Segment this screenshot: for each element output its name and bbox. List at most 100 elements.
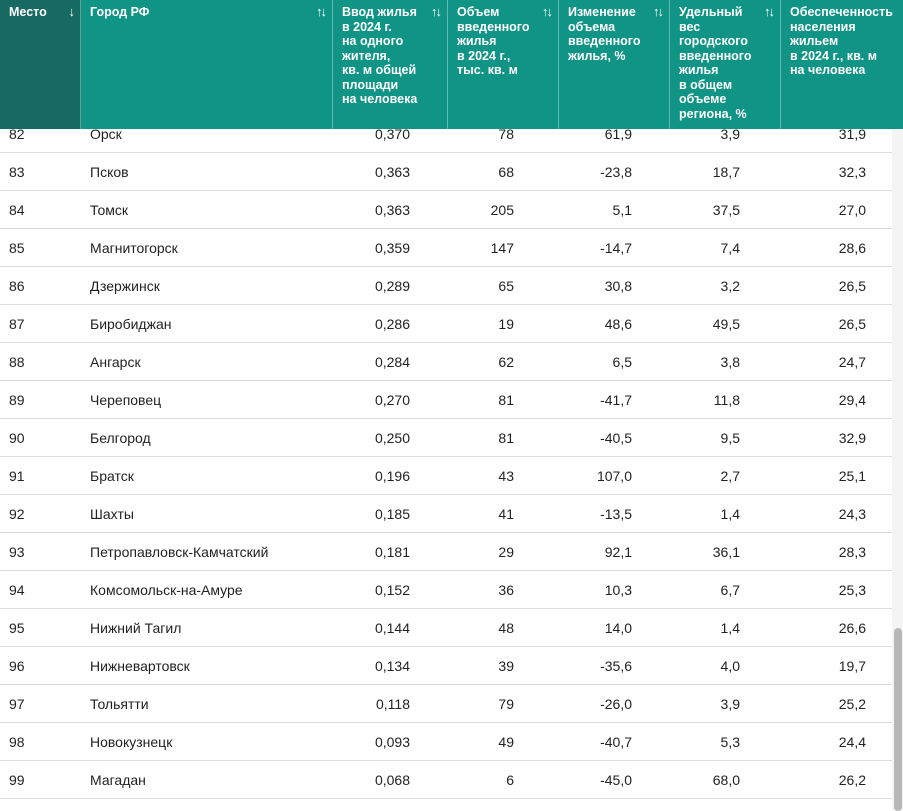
cell-rank: 91 bbox=[9, 468, 25, 484]
table-row: 88 Ангарск 0,284 62 6,5 3,8 24,7 bbox=[0, 343, 892, 381]
cell-supply: 29,4 bbox=[838, 392, 866, 408]
cell-supply: 24,4 bbox=[838, 734, 866, 750]
cell-volume: 19 bbox=[498, 316, 514, 332]
cell-city: Магадан bbox=[90, 772, 146, 788]
cell-supply: 26,6 bbox=[838, 620, 866, 636]
sort-icon[interactable]: ↑↓ bbox=[431, 4, 442, 19]
cell-rank: 89 bbox=[9, 392, 25, 408]
cell-city: Белгород bbox=[90, 430, 151, 446]
table-row: 98 Новокузнецк 0,093 49 -40,7 5,3 24,4 bbox=[0, 723, 892, 761]
column-label: Объем введенного жилья в 2024 г., тыс. к… bbox=[457, 5, 530, 77]
cell-rank: 99 bbox=[9, 772, 25, 788]
cell-share: 68,0 bbox=[712, 772, 740, 788]
vertical-scrollbar[interactable] bbox=[892, 129, 903, 811]
table-row: 94 Комсомольск-на-Амуре 0,152 36 10,3 6,7 25,3 bbox=[0, 571, 892, 609]
cell-share: 9,5 bbox=[720, 430, 740, 446]
cell-supply: 28,6 bbox=[838, 240, 866, 256]
cell-input-per-capita: 0,134 bbox=[374, 658, 410, 674]
table-row: 91 Братск 0,196 43 107,0 2,7 25,1 bbox=[0, 457, 892, 495]
cell-volume: 48 bbox=[498, 620, 514, 636]
cell-share: 37,5 bbox=[712, 202, 740, 218]
cell-volume: 79 bbox=[498, 696, 514, 712]
sort-icon[interactable]: ↑↓ bbox=[316, 4, 327, 19]
table-row: 93 Петропавловск-Камчатский 0,181 29 92,1 36,… bbox=[0, 533, 892, 571]
cell-rank: 92 bbox=[9, 506, 25, 522]
cell-city: Братск bbox=[90, 468, 134, 484]
table-row: 89 Череповец 0,270 81 -41,7 11,8 29,4 bbox=[0, 381, 892, 419]
cell-volume: 147 bbox=[490, 240, 514, 256]
column-header-volume[interactable]: Объем введенного жилья в 2024 г., тыс. к… bbox=[448, 0, 559, 129]
cell-share: 3,9 bbox=[720, 696, 740, 712]
sort-icon[interactable]: ↑↓ bbox=[764, 4, 775, 19]
sort-desc-icon[interactable]: ↓ bbox=[68, 4, 75, 19]
cell-rank: 85 bbox=[9, 240, 25, 256]
cell-volume: 29 bbox=[498, 544, 514, 560]
cell-input-per-capita: 0,181 bbox=[374, 544, 410, 560]
cell-rank: 82 bbox=[9, 126, 25, 142]
cell-supply: 31,9 bbox=[838, 126, 866, 142]
cell-city: Петропавловск-Камчатский bbox=[90, 544, 269, 560]
table-row: 95 Нижний Тагил 0,144 48 14,0 1,4 26,6 bbox=[0, 609, 892, 647]
table-row: 87 Биробиджан 0,286 19 48,6 49,5 26,5 bbox=[0, 305, 892, 343]
cell-supply: 26,5 bbox=[838, 278, 866, 294]
cell-share: 3,8 bbox=[720, 354, 740, 370]
cell-rank: 86 bbox=[9, 278, 25, 294]
cell-share: 36,1 bbox=[712, 544, 740, 560]
cell-rank: 87 bbox=[9, 316, 25, 332]
column-label: Место bbox=[9, 5, 47, 19]
cell-rank: 93 bbox=[9, 544, 25, 560]
column-header-share[interactable]: Удельный вес городского введенного жилья… bbox=[670, 0, 781, 129]
scrollbar-thumb[interactable] bbox=[894, 628, 902, 811]
cell-volume: 205 bbox=[490, 202, 514, 218]
cell-input-per-capita: 0,363 bbox=[374, 164, 410, 180]
cell-share: 11,8 bbox=[713, 392, 740, 408]
cell-supply: 19,7 bbox=[838, 658, 866, 674]
column-header-city[interactable]: Город РФ ↑↓ bbox=[81, 0, 333, 129]
cell-change: 5,1 bbox=[612, 202, 632, 218]
cell-input-per-capita: 0,118 bbox=[376, 696, 410, 712]
cell-share: 18,7 bbox=[712, 164, 740, 180]
cell-city: Ангарск bbox=[90, 354, 141, 370]
cell-volume: 39 bbox=[498, 658, 514, 674]
cell-input-per-capita: 0,250 bbox=[374, 430, 410, 446]
cell-share: 2,7 bbox=[720, 468, 740, 484]
table-row: 100Мурманск0,05515372,620,228,3 bbox=[0, 799, 892, 811]
column-header-change[interactable]: Изменение объема введенного жилья, % ↑↓ bbox=[559, 0, 670, 129]
cell-city: Томск bbox=[90, 202, 128, 218]
table-row: 96 Нижневартовск 0,134 39 -35,6 4,0 19,7 bbox=[0, 647, 892, 685]
cell-volume: 81 bbox=[498, 392, 514, 408]
cell-share: 1,4 bbox=[720, 620, 740, 636]
cell-supply: 25,1 bbox=[838, 468, 866, 484]
cell-change: -41,7 bbox=[600, 392, 632, 408]
cell-volume: 49 bbox=[498, 734, 514, 750]
column-header-supply[interactable]: Обеспеченность населения жильем в 2024 г… bbox=[781, 0, 903, 129]
cell-change: -14,7 bbox=[600, 240, 632, 256]
column-label: Обеспеченность населения жильем в 2024 г… bbox=[790, 5, 893, 77]
cell-supply: 25,2 bbox=[838, 696, 866, 712]
cell-volume: 36 bbox=[498, 582, 514, 598]
cell-input-per-capita: 0,152 bbox=[374, 582, 410, 598]
cell-input-per-capita: 0,284 bbox=[374, 354, 410, 370]
cell-change: 10,3 bbox=[604, 582, 632, 598]
cell-input-per-capita: 0,359 bbox=[374, 240, 410, 256]
cell-volume: 81 bbox=[498, 430, 514, 446]
cell-share: 4,0 bbox=[720, 658, 740, 674]
cell-supply: 26,5 bbox=[838, 316, 866, 332]
sort-icon[interactable]: ↑↓ bbox=[653, 4, 664, 19]
cell-city: Биробиджан bbox=[90, 316, 172, 332]
cell-change: 14,0 bbox=[604, 620, 632, 636]
table-row: 92 Шахты 0,185 41 -13,5 1,4 24,3 bbox=[0, 495, 892, 533]
cell-share: 7,4 bbox=[720, 240, 740, 256]
column-header-rank[interactable]: Место ↓ bbox=[0, 0, 81, 129]
cell-city: Комсомольск-на-Амуре bbox=[90, 582, 243, 598]
cell-volume: 62 bbox=[498, 354, 514, 370]
cell-share: 49,5 bbox=[712, 316, 740, 332]
column-header-input-per-capita[interactable]: Ввод жилья в 2024 г. на одного жителя, к… bbox=[333, 0, 448, 129]
cell-input-per-capita: 0,370 bbox=[374, 126, 410, 142]
cell-input-per-capita: 0,286 bbox=[374, 316, 410, 332]
cell-share: 3,9 bbox=[720, 126, 740, 142]
sort-icon[interactable]: ↑↓ bbox=[542, 4, 553, 19]
cell-rank: 88 bbox=[9, 354, 25, 370]
cell-input-per-capita: 0,363 bbox=[374, 202, 410, 218]
cell-volume: 6 bbox=[506, 772, 514, 788]
